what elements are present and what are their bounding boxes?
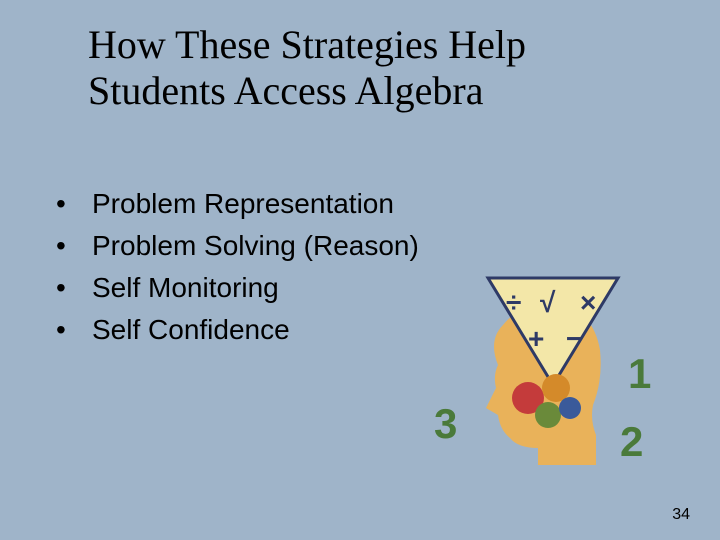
list-item: Problem Representation [56,183,419,225]
number-1: 1 [628,350,651,397]
list-item: Self Confidence [56,309,419,351]
page-number: 34 [672,506,690,524]
bullet-list: Problem Representation Problem Solving (… [56,183,419,351]
bullet-text: Self Monitoring [92,272,279,303]
sqrt-icon: √ [540,287,556,318]
title-line-1: How These Strategies Help [88,22,526,67]
number-3: 3 [434,400,457,447]
list-item: Problem Solving (Reason) [56,225,419,267]
divide-icon: ÷ [506,287,521,318]
bullet-text: Problem Solving (Reason) [92,230,419,261]
list-item: Self Monitoring [56,267,419,309]
minus-icon: − [566,323,582,354]
slide-title: How These Strategies Help Students Acces… [88,22,648,114]
gear-icon [559,397,581,419]
bullet-text: Problem Representation [92,188,394,219]
gear-icon [535,402,561,428]
plus-icon: + [528,323,544,354]
slide: How These Strategies Help Students Acces… [0,0,720,540]
math-head-icon: ÷ √ × + − 3 1 2 [428,270,658,470]
multiply-icon: × [580,287,596,318]
number-2: 2 [620,418,643,465]
title-line-2: Students Access Algebra [88,68,484,113]
gear-icon [542,374,570,402]
bullet-text: Self Confidence [92,314,290,345]
